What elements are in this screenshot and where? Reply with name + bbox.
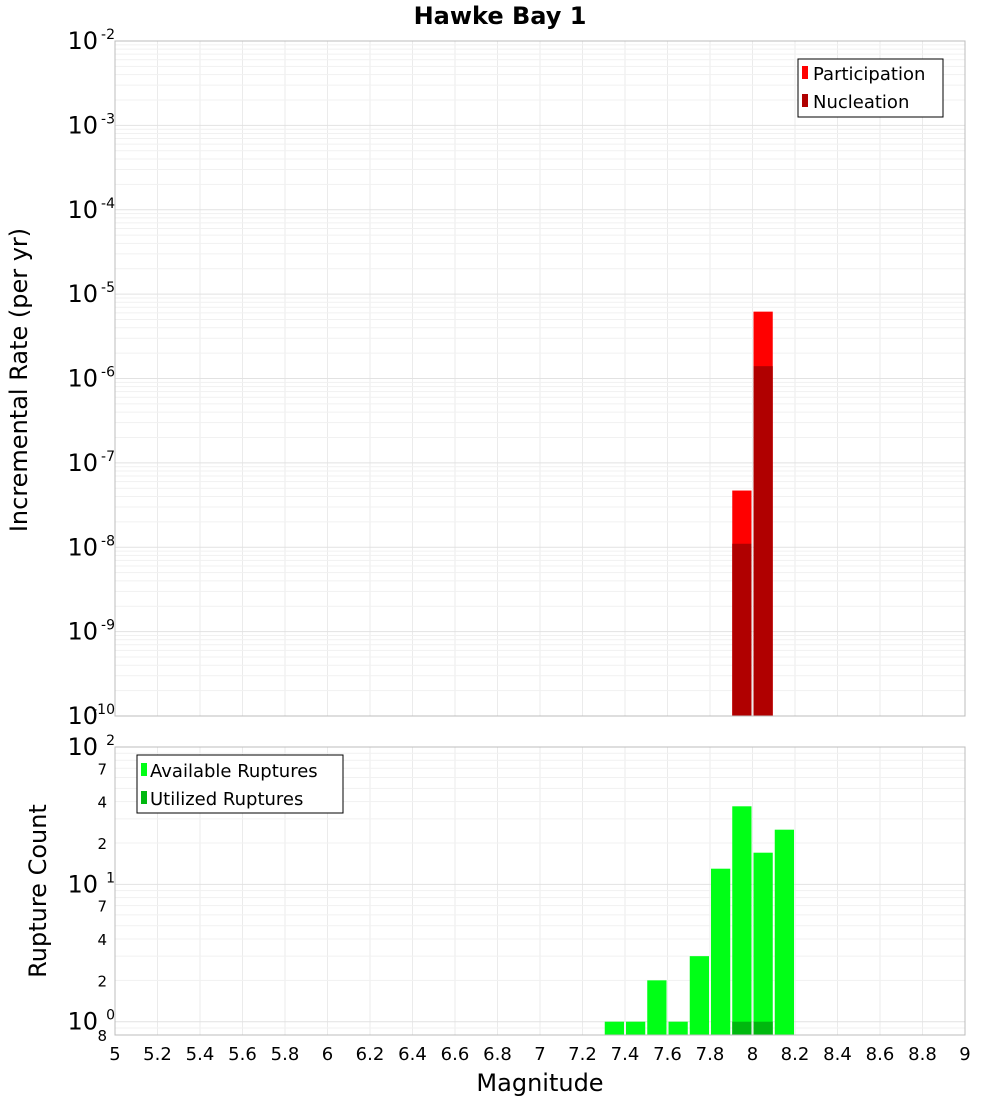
- x-axis-label: Magnitude: [476, 1069, 603, 1097]
- x-tick-label: 5.2: [143, 1044, 172, 1065]
- y-tick-label: 10: [67, 196, 98, 224]
- x-tick-label: 6.2: [356, 1044, 385, 1065]
- y-minor-tick-label: 8: [97, 1027, 107, 1045]
- y-tick-label: 10: [67, 618, 98, 646]
- x-tick-label: 8.4: [823, 1044, 852, 1065]
- legend-swatch-available: [141, 763, 147, 776]
- x-tick-label: 8: [747, 1044, 758, 1065]
- bar-available-ruptures: [668, 1021, 688, 1035]
- x-tick-label: 5.8: [271, 1044, 300, 1065]
- y-minor-tick-label: 4: [97, 794, 107, 812]
- y-tick-label: 10: [67, 365, 98, 393]
- y-tick-exponent: -3: [101, 111, 115, 127]
- x-tick-label: 7.8: [696, 1044, 725, 1065]
- x-tick-label: 5: [109, 1044, 120, 1065]
- top-y-axis-label: Incremental Rate (per yr): [5, 228, 33, 532]
- bar-available-ruptures: [647, 980, 667, 1035]
- bottom-y-tick-labels: 10 0 10 1 10 2 8 2 4 7 2 4 7: [67, 733, 115, 1045]
- y-tick-label: 10: [67, 111, 98, 139]
- legend-label-utilized: Utilized Ruptures: [150, 789, 303, 810]
- y-tick-label: 10: [67, 27, 98, 55]
- legend-label-nucleation: Nucleation: [813, 92, 909, 113]
- bar-available-ruptures: [626, 1021, 646, 1035]
- y-tick-label: 10: [67, 280, 98, 308]
- x-tick-labels: 5 5.2 5.4 5.6 5.8 6 6.2 6.4 6.6 6.8 7 7.2 7.4 7.6 7.8 8…: [109, 1044, 970, 1065]
- top-legend-box: [797, 58, 944, 118]
- bar-available-ruptures: [732, 806, 752, 1035]
- legend-label-participation: Participation: [813, 64, 925, 85]
- y-tick-label: 10: [67, 1008, 98, 1036]
- bar-available-ruptures: [604, 1021, 624, 1035]
- y-tick-exponent: 1: [106, 870, 115, 886]
- bar-available-ruptures: [689, 956, 709, 1035]
- x-tick-label: 8.6: [866, 1044, 895, 1065]
- x-tick-label: 7.4: [611, 1044, 640, 1065]
- y-tick-label: 10: [67, 449, 98, 477]
- y-minor-tick-label: 7: [97, 760, 107, 778]
- bar-utilized-ruptures: [732, 1021, 752, 1035]
- y-tick-exponent: -5: [101, 280, 115, 296]
- chart-title: Hawke Bay 1: [414, 2, 587, 30]
- y-tick-exponent: -10: [92, 702, 115, 718]
- bottom-bars: [604, 806, 794, 1035]
- y-tick-exponent: -9: [101, 618, 115, 634]
- x-tick-label: 8.8: [908, 1044, 937, 1065]
- y-tick-exponent: -2: [101, 27, 115, 43]
- bottom-y-axis-label: Rupture Count: [24, 804, 52, 978]
- bottom-legend: Available Ruptures Utilized Ruptures: [136, 754, 344, 814]
- y-tick-exponent: -8: [101, 533, 115, 549]
- x-tick-label: 6.4: [398, 1044, 427, 1065]
- x-tick-label: 6.8: [483, 1044, 512, 1065]
- bar-available-ruptures: [774, 829, 794, 1035]
- bottom-plot-frame: [114, 746, 966, 1036]
- bottom-legend-box: [136, 754, 344, 814]
- x-tick-label: 7.2: [568, 1044, 597, 1065]
- bar-available-ruptures: [753, 852, 773, 1035]
- y-minor-tick-label: 2: [97, 972, 107, 990]
- bottom-panel: 10 0 10 1 10 2 8 2 4 7 2 4 7 Rupture Count Available…: [24, 733, 966, 1045]
- y-tick-exponent: 2: [106, 733, 115, 749]
- x-tick-label: 7.6: [653, 1044, 682, 1065]
- top-legend: Participation Nucleation: [797, 58, 944, 118]
- top-grid: [114, 40, 966, 717]
- y-tick-label: 10: [67, 702, 98, 730]
- top-bars: [732, 311, 773, 716]
- top-plot-frame: [114, 40, 966, 717]
- legend-swatch-participation: [802, 66, 808, 79]
- legend-swatch-utilized: [141, 791, 147, 804]
- legend-swatch-nucleation: [802, 94, 808, 107]
- y-tick-label: 10: [67, 733, 98, 761]
- y-tick-label: 10: [67, 870, 98, 898]
- bar-utilized-ruptures: [753, 1021, 773, 1035]
- x-tick-label: 5.4: [186, 1044, 215, 1065]
- y-tick-exponent: -4: [101, 196, 115, 212]
- bar-nucleation: [732, 543, 752, 716]
- x-tick-label: 6: [322, 1044, 333, 1065]
- x-tick-label: 6.6: [441, 1044, 470, 1065]
- y-minor-tick-label: 2: [97, 835, 107, 853]
- x-tick-label: 5.6: [228, 1044, 257, 1065]
- y-tick-exponent: -6: [101, 365, 115, 381]
- y-minor-tick-label: 4: [97, 931, 107, 949]
- x-tick-label: 8.2: [781, 1044, 810, 1065]
- y-minor-tick-label: 7: [97, 898, 107, 916]
- y-tick-label: 10: [67, 533, 98, 561]
- legend-label-available: Available Ruptures: [150, 761, 318, 782]
- bar-available-ruptures: [711, 868, 731, 1035]
- bar-nucleation: [753, 366, 773, 716]
- x-tick-label: 7: [534, 1044, 545, 1065]
- y-tick-exponent: 0: [106, 1008, 115, 1024]
- x-tick-label: 9: [959, 1044, 970, 1065]
- y-tick-exponent: -7: [101, 449, 115, 465]
